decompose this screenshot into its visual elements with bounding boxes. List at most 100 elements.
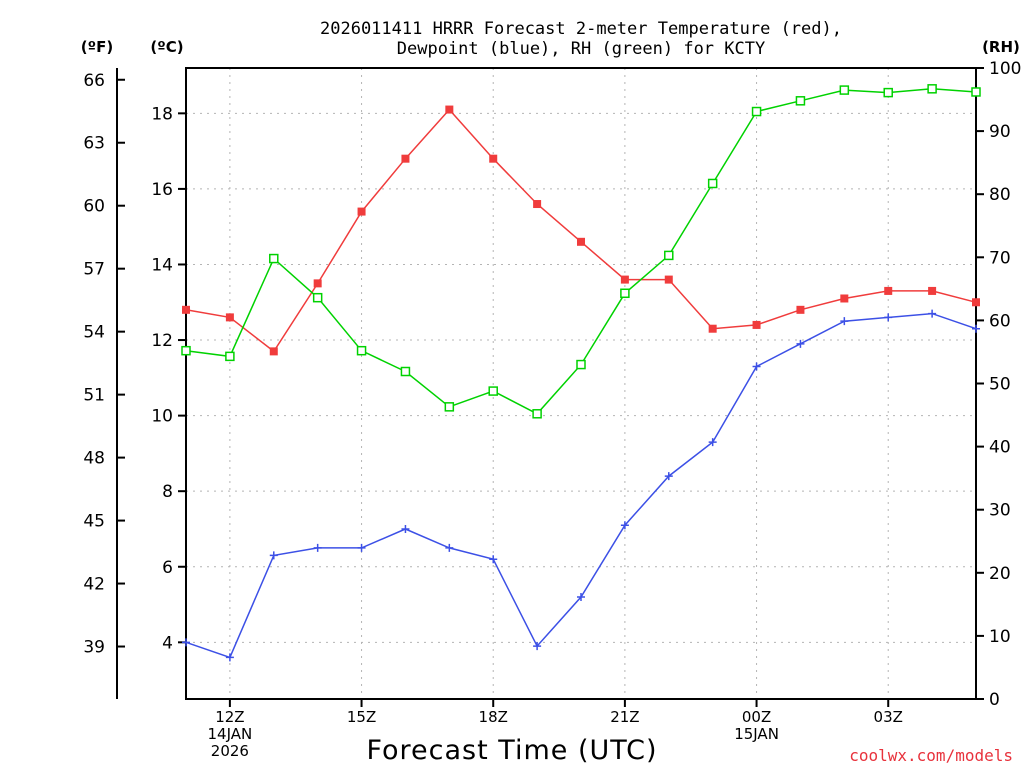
credit-link[interactable]: coolwx.com/models <box>849 746 1013 765</box>
dewpoint-point <box>796 339 805 348</box>
celsius-tick-label: 16 <box>151 180 173 200</box>
dewpoint-point <box>401 524 410 533</box>
rh-point <box>927 84 937 94</box>
x-tick-label: 2026 <box>211 742 249 760</box>
fahrenheit-tick-label: 57 <box>83 260 105 280</box>
temperature-point <box>664 275 673 284</box>
fahrenheit-tick-label: 63 <box>83 134 105 154</box>
rh-tick-label: 10 <box>989 627 1011 647</box>
dewpoint-point <box>928 309 937 318</box>
dewpoint-point <box>533 642 542 651</box>
fahrenheit-tick-label: 51 <box>83 386 105 406</box>
dewpoint-point <box>182 638 190 647</box>
temperature-point <box>840 294 849 303</box>
rh-unit-label: (RH) <box>982 38 1020 56</box>
temperature-point <box>620 275 629 284</box>
celsius-tick-label: 10 <box>151 407 173 427</box>
rh-point <box>181 345 191 356</box>
dewpoint-point <box>664 472 673 481</box>
rh-tick-label: 80 <box>989 185 1011 205</box>
fahrenheit-tick-label: 45 <box>83 512 105 532</box>
dewpoint-point <box>708 438 717 447</box>
dewpoint-point <box>269 551 278 560</box>
temperature-point <box>225 313 234 322</box>
rh-tick-label: 20 <box>989 564 1011 584</box>
x-tick-label: 12Z <box>215 708 244 726</box>
chart-title-line2: Dewpoint (blue), RH (green) for KCTY <box>397 39 765 59</box>
dewpoint-point <box>357 543 366 552</box>
series-layer <box>181 84 981 662</box>
celsius-tick-label: 18 <box>151 104 173 124</box>
fahrenheit-tick-label: 39 <box>83 638 105 658</box>
dewpoint-point <box>840 317 849 326</box>
dewpoint-point <box>313 543 322 552</box>
dewpoint-point <box>972 324 980 333</box>
fahrenheit-unit-label: (ºF) <box>81 38 113 56</box>
temperature-point <box>357 207 366 216</box>
rh-point <box>225 351 235 362</box>
rh-point <box>971 87 981 97</box>
temperature-point <box>577 237 585 246</box>
x-tick-label: 00Z <box>742 708 771 726</box>
fahrenheit-tick-label: 66 <box>83 71 105 91</box>
fahrenheit-tick-label: 54 <box>83 323 105 343</box>
celsius-tick-label: 14 <box>151 255 173 275</box>
rh-point <box>488 386 498 396</box>
dewpoint-point <box>884 313 893 322</box>
temperature-point <box>445 105 454 114</box>
temperature-point <box>796 305 805 314</box>
dewpoint-point <box>577 592 585 601</box>
rh-point <box>312 292 323 303</box>
rh-tick-label: 50 <box>989 375 1011 395</box>
temperature-point <box>884 286 893 295</box>
temperature-point <box>489 154 498 163</box>
rh-point <box>269 253 279 264</box>
temperature-point <box>972 298 980 307</box>
x-tick-label: 15JAN <box>734 725 779 743</box>
celsius-tick-label: 12 <box>151 331 173 351</box>
dewpoint-point <box>752 362 761 371</box>
rh-tick-label: 100 <box>989 59 1021 79</box>
x-tick-label: 15Z <box>347 708 376 726</box>
temperature-point <box>269 347 278 356</box>
temperature-point <box>182 305 190 314</box>
rh-tick-label: 70 <box>989 248 1011 268</box>
rh-point <box>795 96 806 106</box>
fahrenheit-tick-label: 48 <box>83 449 105 469</box>
rh-point <box>532 409 542 419</box>
rh-point <box>576 359 586 370</box>
rh-point <box>707 178 718 189</box>
fahrenheit-tick-label: 60 <box>83 197 105 217</box>
dewpoint-point <box>489 555 498 564</box>
temperature-point <box>708 324 717 333</box>
x-axis-title: Forecast Time (UTC) <box>366 735 657 766</box>
rh-point <box>664 250 674 261</box>
plot-frame <box>185 67 977 700</box>
temperature-line <box>185 108 977 353</box>
rh-point <box>883 87 893 98</box>
rh-tick-label: 40 <box>989 438 1011 458</box>
rh-point <box>751 106 762 117</box>
rh-point <box>444 402 455 412</box>
temperature-point <box>928 286 937 295</box>
temperature-point <box>752 320 761 329</box>
temperature-point <box>401 154 410 163</box>
gridlines <box>186 68 976 699</box>
rh-point <box>620 288 630 299</box>
dewpoint-point <box>445 543 454 552</box>
chart-title-line1: 2026011411 HRRR Forecast 2-meter Tempera… <box>320 19 842 39</box>
dewpoint-point <box>225 653 234 662</box>
dewpoint-point <box>620 521 629 530</box>
celsius-tick-label: 8 <box>162 482 173 502</box>
rh-tick-label: 0 <box>989 690 1000 710</box>
rh-point <box>400 366 411 377</box>
x-tick-label: 14JAN <box>208 725 253 743</box>
rh-tick-label: 30 <box>989 501 1011 521</box>
rh-tick-label: 90 <box>989 122 1011 142</box>
x-tick-label: 03Z <box>874 708 903 726</box>
fahrenheit-tick-label: 42 <box>83 575 105 595</box>
rh-point <box>839 85 850 95</box>
x-tick-label: 21Z <box>610 708 639 726</box>
celsius-unit-label: (ºC) <box>150 38 183 56</box>
